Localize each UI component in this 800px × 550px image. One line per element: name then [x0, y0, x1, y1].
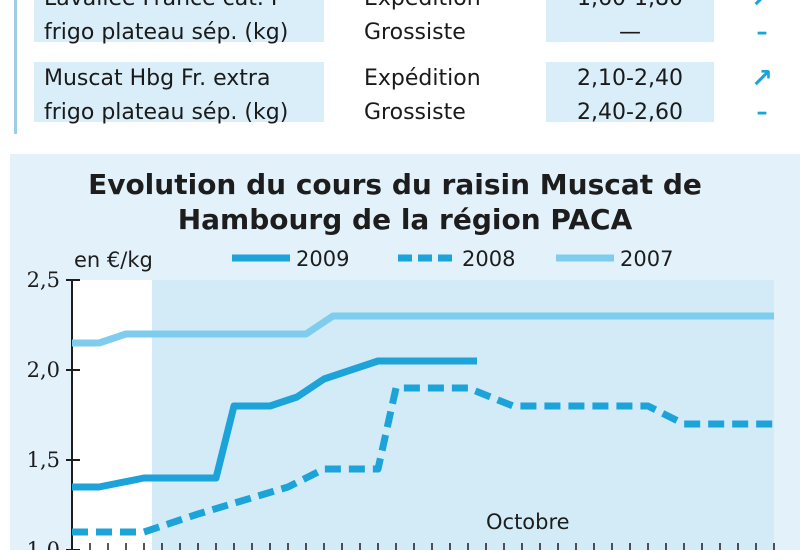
x-axis-annotation-october: Octobre	[486, 510, 570, 534]
table-left-rule	[14, 0, 17, 134]
stage-cell: Expédition Grossiste	[364, 0, 564, 45]
trend-flat-dash-icon: –	[756, 20, 768, 45]
trend-flat-dash-icon: –	[756, 100, 768, 125]
legend-label-2008: 2008	[462, 247, 515, 271]
stage-line-1: Expédition	[364, 0, 564, 16]
table-row: Muscat Hbg Fr. extra frigo plateau sép. …	[34, 62, 800, 125]
product-line-1: Lavallée France cat. I	[44, 0, 324, 16]
legend-label-2009: 2009	[296, 247, 349, 271]
price-line-2: —	[619, 20, 641, 45]
y-axis-unit-label: en €/kg	[74, 248, 153, 272]
series-lines	[72, 312, 774, 536]
plot-left-white-band	[72, 280, 152, 550]
y-axis: 1,0 1,5 2,0 2,5	[27, 268, 80, 550]
price-line-2: 2,40-2,60	[577, 100, 683, 125]
product-line-1: Muscat Hbg Fr. extra	[44, 66, 271, 91]
plot-background	[152, 280, 774, 550]
product-cell: Lavallée France cat. I frigo plateau sép…	[34, 0, 324, 45]
trend-cell: ↗ –	[724, 62, 800, 125]
y-tick-label: 1,5	[27, 448, 60, 472]
stage-line-2: Grossiste	[364, 20, 466, 45]
chart-title-line-1: Evolution du cours du raisin Muscat de	[88, 168, 702, 201]
series-line-2008	[72, 384, 774, 536]
price-line-1: 1,60-1,80	[546, 0, 714, 16]
trend-up-arrow-icon: ↗	[724, 0, 800, 16]
product-cell: Muscat Hbg Fr. extra frigo plateau sép. …	[34, 62, 324, 125]
stage-cell: Expédition Grossiste	[364, 62, 564, 125]
series-line-2009	[72, 357, 477, 491]
table-row: Lavallée France cat. I frigo plateau sép…	[34, 0, 800, 45]
stage-line-2: Grossiste	[364, 100, 466, 125]
y-tick-label: 2,5	[27, 268, 60, 292]
trend-up-arrow-icon: ↗	[751, 64, 773, 94]
price-cell: 2,10-2,40 2,40-2,60	[546, 62, 714, 125]
price-line-1: 2,10-2,40	[577, 66, 683, 91]
y-tick-label: 2,0	[27, 358, 60, 382]
chart-title-line-2: Hambourg de la région PACA	[178, 203, 633, 236]
series-line-2007	[72, 312, 774, 347]
price-table: Lavallée France cat. I frigo plateau sép…	[0, 0, 800, 136]
legend-label-2007: 2007	[620, 247, 673, 271]
product-line-2: frigo plateau sép. (kg)	[44, 20, 289, 45]
y-tick-label: 1,0	[27, 538, 60, 550]
price-cell: 1,60-1,80 —	[546, 0, 714, 45]
legend: 2009 2008 2007	[232, 247, 673, 271]
x-axis-ticks	[89, 543, 775, 550]
stage-line-1: Expédition	[364, 66, 481, 91]
product-line-2: frigo plateau sép. (kg)	[44, 100, 289, 125]
trend-cell: ↗ –	[724, 0, 800, 45]
